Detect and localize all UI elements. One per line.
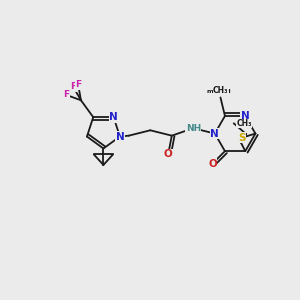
Text: F: F: [63, 91, 69, 100]
Text: S: S: [238, 133, 246, 142]
Text: O: O: [164, 149, 172, 159]
Text: N: N: [116, 131, 124, 142]
Text: O: O: [208, 159, 217, 169]
Text: CH₃: CH₃: [213, 86, 228, 95]
Text: F: F: [70, 82, 76, 91]
Text: CH₃: CH₃: [236, 119, 252, 128]
Text: N: N: [210, 129, 219, 139]
Text: methyl: methyl: [207, 89, 231, 94]
Text: N: N: [241, 111, 250, 121]
Text: N: N: [109, 112, 118, 122]
Text: NH: NH: [186, 124, 201, 133]
Text: F: F: [75, 80, 81, 89]
